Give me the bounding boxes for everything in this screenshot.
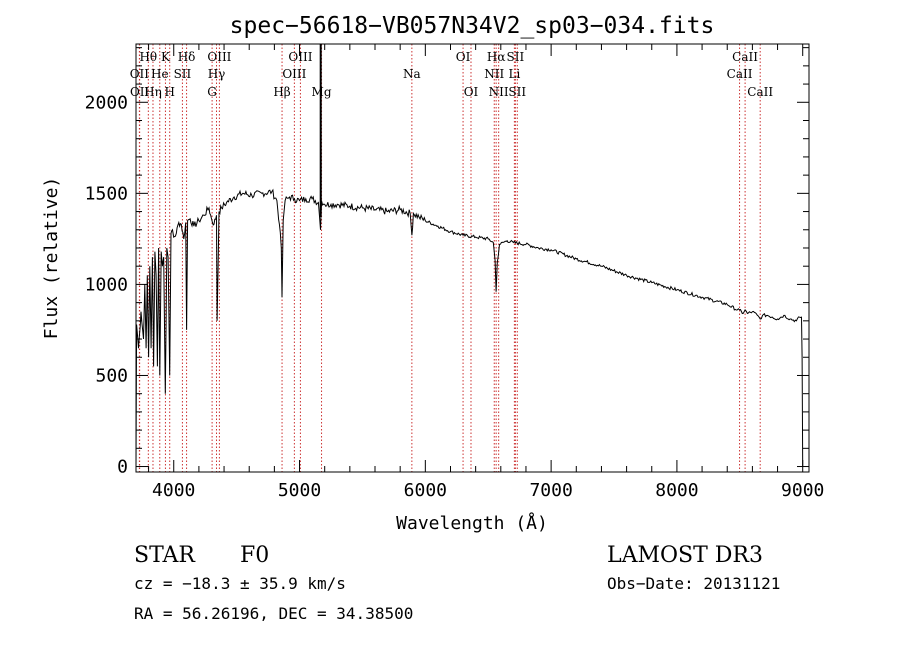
y-tick-label: 2000 [85,92,128,113]
redshift-text: cz = −18.3 ± 35.9 km/s [134,574,346,593]
line-label-20: NII [484,67,504,81]
y-axis: 0 500 1000 1500 2000 [85,47,809,478]
line-label-18: OI [464,85,479,99]
spectrum-line [135,188,804,467]
x-axis: 4000 5000 6000 7000 8000 9000 [148,44,824,501]
line-label-21: NII [489,85,509,99]
line-label-5: K [161,50,171,64]
y-axis-label: Flux (relative) [41,177,62,340]
line-label-0: Hθ [139,50,157,64]
line-label-16: Na [403,67,421,81]
y-tick-label: 1000 [85,274,128,295]
line-label-6: SII [174,67,192,81]
line-label-3: Hη [144,85,162,99]
line-label-13: OIII [282,67,306,81]
x-tick-label: 6000 [404,480,447,501]
x-tick-label: 9000 [781,480,824,501]
line-label-4: He [151,67,169,81]
x-axis-label: Wavelength (Å) [396,512,548,534]
x-tick-label: 4000 [152,480,195,501]
line-label-24: SII [508,85,526,99]
x-tick-label: 7000 [529,480,572,501]
line-label-14: Hβ [273,85,290,99]
survey-name: LAMOST DR3 [607,543,763,568]
object-class: STAR [134,543,196,568]
line-label-7: H [164,85,174,99]
line-label-26: CaII [727,67,753,81]
line-label-22: SII [507,50,525,64]
line-label-27: CaII [747,85,773,99]
y-tick-label: 1500 [85,183,128,204]
object-subclass: F0 [240,543,269,568]
line-label-25: CaII [732,50,758,64]
chart-title: spec−56618−VB057N34V2_sp03−034.fits [230,13,715,39]
y-tick-label: 500 [95,365,128,386]
line-label-9: OIII [207,50,231,64]
line-label-1: OII [130,67,150,81]
coordinates-text: RA = 56.26196, DEC = 34.38500 [134,604,413,623]
x-tick-label: 5000 [278,480,321,501]
y-tick-label: 0 [117,457,128,478]
line-label-10: Hγ [208,67,226,81]
x-tick-label: 8000 [655,480,698,501]
spectrum-series [135,43,804,467]
line-label-17: OI [456,50,471,64]
emission-line-markers [138,44,761,472]
line-label-2: OII [130,85,150,99]
line-label-12: OIII [288,50,312,64]
plot-frame [135,43,810,473]
line-label-23: Li [508,67,520,81]
line-label-8: Hδ [178,50,196,64]
obs-date-text: Obs−Date: 20131121 [607,574,780,593]
line-label-11: G [207,85,217,99]
line-label-19: Hα [487,50,506,64]
